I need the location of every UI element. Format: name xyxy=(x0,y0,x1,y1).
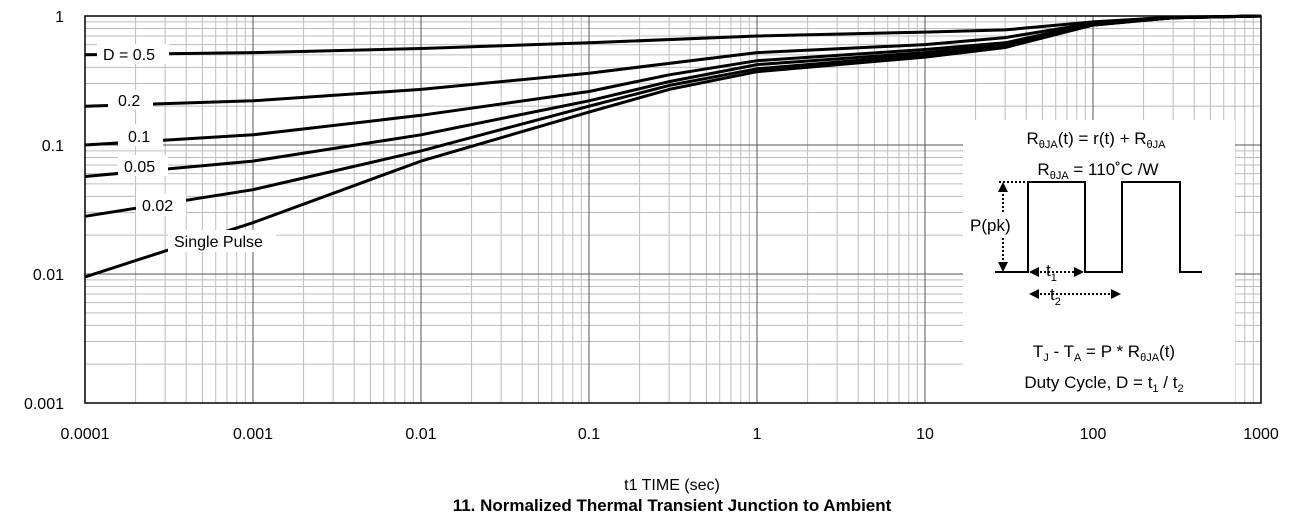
inset-panel: RθJA(t) = r(t) + RθJA RθJA = 110˚C /W P(… xyxy=(963,120,1235,420)
x-tick-label: 1 xyxy=(753,426,762,443)
x-tick-label: 0.0001 xyxy=(61,426,110,443)
tick-labels: 0.0001 0.001 0.01 0.1 1 10 100 1000 0.001 0.01 0.1… xyxy=(24,9,1279,443)
curve-label-single: Single Pulse xyxy=(168,230,276,252)
curve-label-d02-text: 0.2 xyxy=(118,93,140,110)
t2-label: t2 xyxy=(1050,285,1061,308)
x-tick-label: 0.01 xyxy=(405,426,436,443)
x-tick-label: 100 xyxy=(1080,426,1107,443)
plot-frame xyxy=(84,15,1262,404)
curve-label-d01: 0.1 xyxy=(118,124,163,146)
y-tick-label: 0.1 xyxy=(42,138,64,155)
inset-line4: Duty Cycle, D = t1 / t2 xyxy=(1024,373,1183,395)
inset-line2: RθJA = 110˚C /W xyxy=(1037,160,1158,182)
x-tick-label: 0.1 xyxy=(578,426,600,443)
curve-label-d05-text: D = 0.5 xyxy=(103,47,155,64)
x-tick-label: 10 xyxy=(916,426,934,443)
y-tick-label: 0.01 xyxy=(33,267,64,284)
curve-label-d002-text: 0.02 xyxy=(142,198,173,215)
series-layer xyxy=(84,14,1262,279)
curve-label-d002: 0.02 xyxy=(136,194,186,216)
x-axis-label: t1 TIME (sec) xyxy=(624,477,720,494)
y-tick-label: 1 xyxy=(55,9,64,26)
series-line-5 xyxy=(84,14,1262,279)
y-tick-label: 0.001 xyxy=(24,396,64,413)
curve-label-single-text: Single Pulse xyxy=(174,234,263,251)
series-line-1 xyxy=(84,14,1262,108)
curve-label-d01-text: 0.1 xyxy=(128,129,150,146)
ppk-label: P(pk) xyxy=(970,216,1011,235)
pulse-waveform xyxy=(995,181,1202,273)
inset-line3: TJ - TA = P * RθJA(t) xyxy=(1033,342,1175,364)
curve-label-d05: D = 0.5 xyxy=(97,44,169,64)
curve-label-d02: 0.2 xyxy=(108,90,153,110)
x-tick-label: 1000 xyxy=(1243,426,1279,443)
curve-label-d005: 0.05 xyxy=(118,155,168,176)
inset-line1: RθJA(t) = r(t) + RθJA xyxy=(1027,129,1167,151)
x-tick-label: 0.001 xyxy=(233,426,273,443)
chart-title: 11. Normalized Thermal Transient Junctio… xyxy=(453,496,892,515)
t1-label: t1 xyxy=(1046,261,1057,284)
curve-label-d005-text: 0.05 xyxy=(124,159,155,176)
